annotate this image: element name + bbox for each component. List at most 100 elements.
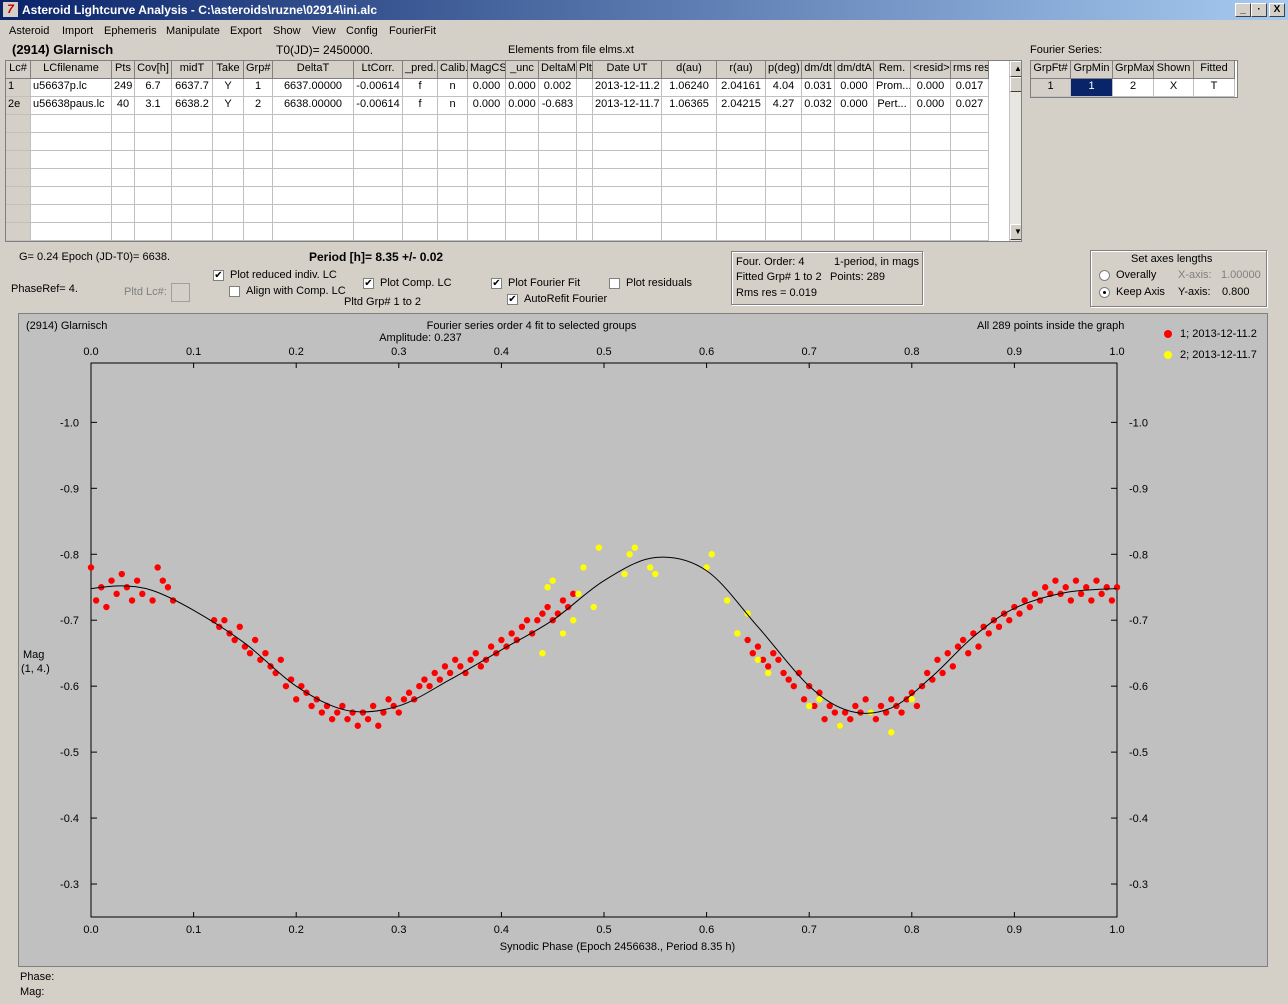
column-header[interactable]: Calib. bbox=[438, 61, 468, 79]
empty-cell[interactable] bbox=[874, 133, 911, 151]
table-cell[interactable] bbox=[577, 97, 593, 115]
empty-cell[interactable] bbox=[951, 115, 989, 133]
empty-cell[interactable] bbox=[112, 187, 135, 205]
table-cell[interactable]: 2.04161 bbox=[717, 79, 766, 97]
empty-cell[interactable] bbox=[766, 115, 802, 133]
empty-cell[interactable] bbox=[403, 151, 438, 169]
empty-cell[interactable] bbox=[354, 223, 403, 241]
table-cell[interactable]: Y bbox=[213, 97, 244, 115]
empty-cell[interactable] bbox=[135, 151, 172, 169]
empty-cell[interactable] bbox=[273, 169, 354, 187]
empty-cell[interactable] bbox=[273, 223, 354, 241]
table-cell[interactable]: 6637.00000 bbox=[273, 79, 354, 97]
empty-cell[interactable] bbox=[273, 151, 354, 169]
scroll-up-icon[interactable]: ▲ bbox=[1010, 61, 1021, 77]
empty-cell[interactable] bbox=[213, 115, 244, 133]
y-axis-value[interactable]: 0.800 bbox=[1222, 286, 1250, 298]
empty-cell[interactable] bbox=[273, 133, 354, 151]
table-cell[interactable]: 4.27 bbox=[766, 97, 802, 115]
empty-cell[interactable] bbox=[506, 133, 539, 151]
empty-cell[interactable] bbox=[593, 151, 662, 169]
empty-cell[interactable] bbox=[539, 115, 577, 133]
empty-cell[interactable] bbox=[354, 169, 403, 187]
column-header[interactable]: MagCS bbox=[468, 61, 506, 79]
table-cell[interactable]: 4.04 bbox=[766, 79, 802, 97]
empty-cell[interactable] bbox=[172, 187, 213, 205]
empty-cell[interactable] bbox=[911, 115, 951, 133]
menu-ephemeris[interactable]: Ephemeris bbox=[104, 25, 157, 37]
table-cell[interactable]: 2e bbox=[6, 97, 31, 115]
column-header[interactable]: DeltaM bbox=[539, 61, 577, 79]
empty-cell[interactable] bbox=[112, 169, 135, 187]
column-header[interactable]: LtCorr. bbox=[354, 61, 403, 79]
table-cell[interactable]: Y bbox=[213, 79, 244, 97]
empty-cell[interactable] bbox=[835, 115, 874, 133]
empty-cell[interactable] bbox=[911, 205, 951, 223]
empty-cell[interactable] bbox=[539, 151, 577, 169]
menu-asteroid[interactable]: Asteroid bbox=[9, 25, 50, 37]
empty-cell[interactable] bbox=[112, 115, 135, 133]
empty-cell[interactable] bbox=[273, 205, 354, 223]
empty-cell[interactable] bbox=[172, 205, 213, 223]
table-cell[interactable]: 0.000 bbox=[911, 97, 951, 115]
column-header[interactable]: d(au) bbox=[662, 61, 717, 79]
empty-cell[interactable] bbox=[835, 187, 874, 205]
empty-cell[interactable] bbox=[244, 187, 273, 205]
empty-cell[interactable] bbox=[403, 169, 438, 187]
empty-cell[interactable] bbox=[662, 151, 717, 169]
empty-cell[interactable] bbox=[135, 205, 172, 223]
empty-cell[interactable] bbox=[244, 151, 273, 169]
empty-cell[interactable] bbox=[468, 151, 506, 169]
empty-cell[interactable] bbox=[577, 115, 593, 133]
empty-cell[interactable] bbox=[438, 151, 468, 169]
empty-cell[interactable] bbox=[874, 205, 911, 223]
empty-cell[interactable] bbox=[468, 169, 506, 187]
fourier-cell[interactable]: 2 bbox=[1113, 79, 1154, 97]
empty-cell[interactable] bbox=[874, 151, 911, 169]
fourier-column-header[interactable]: Fitted bbox=[1194, 61, 1235, 79]
column-header[interactable]: Grp# bbox=[244, 61, 273, 79]
empty-cell[interactable] bbox=[835, 169, 874, 187]
table-cell[interactable]: f bbox=[403, 79, 438, 97]
table-cell[interactable]: 0.000 bbox=[506, 97, 539, 115]
table-cell[interactable]: -0.00614 bbox=[354, 79, 403, 97]
table-cell[interactable]: 2013-12-11.7 bbox=[593, 97, 662, 115]
empty-cell[interactable] bbox=[874, 223, 911, 241]
table-cell[interactable]: 2 bbox=[244, 97, 273, 115]
empty-cell[interactable] bbox=[172, 115, 213, 133]
empty-cell[interactable] bbox=[802, 187, 835, 205]
empty-cell[interactable] bbox=[577, 205, 593, 223]
empty-cell[interactable] bbox=[717, 133, 766, 151]
empty-cell[interactable] bbox=[438, 169, 468, 187]
empty-cell[interactable] bbox=[717, 115, 766, 133]
empty-cell[interactable] bbox=[213, 133, 244, 151]
table-cell[interactable]: n bbox=[438, 79, 468, 97]
empty-cell[interactable] bbox=[577, 133, 593, 151]
table-cell[interactable]: 1 bbox=[244, 79, 273, 97]
menu-import[interactable]: Import bbox=[62, 25, 94, 37]
empty-cell[interactable] bbox=[802, 151, 835, 169]
empty-cell[interactable] bbox=[539, 133, 577, 151]
table-cell[interactable]: 0.027 bbox=[951, 97, 989, 115]
empty-cell[interactable] bbox=[874, 115, 911, 133]
lightcurve-chart[interactable]: 0.0 0.0 0.1 0.1 0.2 0.2 0.3 0.3 0.4 0.4 0.5 0.5 0.6 0… bbox=[19, 314, 1267, 966]
empty-cell[interactable] bbox=[717, 169, 766, 187]
table-cell[interactable]: 6637.7 bbox=[172, 79, 213, 97]
empty-cell[interactable] bbox=[403, 187, 438, 205]
empty-cell[interactable] bbox=[403, 115, 438, 133]
table-cell[interactable]: 0.032 bbox=[802, 97, 835, 115]
column-header[interactable]: dm/dtA bbox=[835, 61, 874, 79]
table-cell[interactable]: 0.017 bbox=[951, 79, 989, 97]
column-header[interactable]: _pred. bbox=[403, 61, 438, 79]
table-cell[interactable]: 2013-12-11.2 bbox=[593, 79, 662, 97]
empty-cell[interactable] bbox=[468, 187, 506, 205]
empty-cell[interactable] bbox=[717, 205, 766, 223]
column-header[interactable]: _unc bbox=[506, 61, 539, 79]
column-header[interactable]: Cov[h] bbox=[135, 61, 172, 79]
restore-button[interactable]: · bbox=[1251, 3, 1267, 17]
empty-cell[interactable] bbox=[213, 169, 244, 187]
empty-cell[interactable] bbox=[354, 133, 403, 151]
empty-cell[interactable] bbox=[766, 187, 802, 205]
empty-cell[interactable] bbox=[593, 115, 662, 133]
empty-cell[interactable] bbox=[835, 151, 874, 169]
